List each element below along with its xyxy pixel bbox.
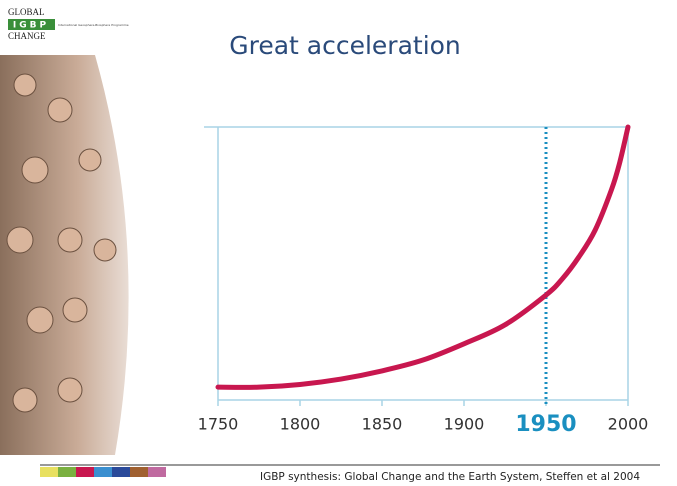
logo-program: International Geosphere-Biosphere Progra…: [58, 23, 129, 27]
x-tick-label: 1800: [280, 415, 321, 434]
chart-title: Great acceleration: [229, 31, 461, 60]
footer-text: IGBP synthesis: Global Change and the Ea…: [260, 471, 640, 483]
logo-text: GLOBAL: [8, 7, 45, 17]
page: {"logo": {"line1": "GLOBAL", "acronym": …: [0, 0, 677, 486]
logo-text: CHANGE: [8, 31, 46, 41]
x-tick-label: 1750: [198, 415, 239, 434]
slide: GLOBAL IGBP CHANGE International Geosphe…: [0, 0, 677, 486]
logo-acronym: IGBP: [13, 21, 49, 31]
color-strip: [40, 467, 166, 477]
x-tick-label: 1950: [515, 412, 576, 437]
x-tick-label: 2000: [608, 415, 649, 434]
x-tick-label: 1900: [444, 415, 485, 434]
curve: [218, 127, 628, 387]
x-tick-label: 1850: [362, 415, 403, 434]
